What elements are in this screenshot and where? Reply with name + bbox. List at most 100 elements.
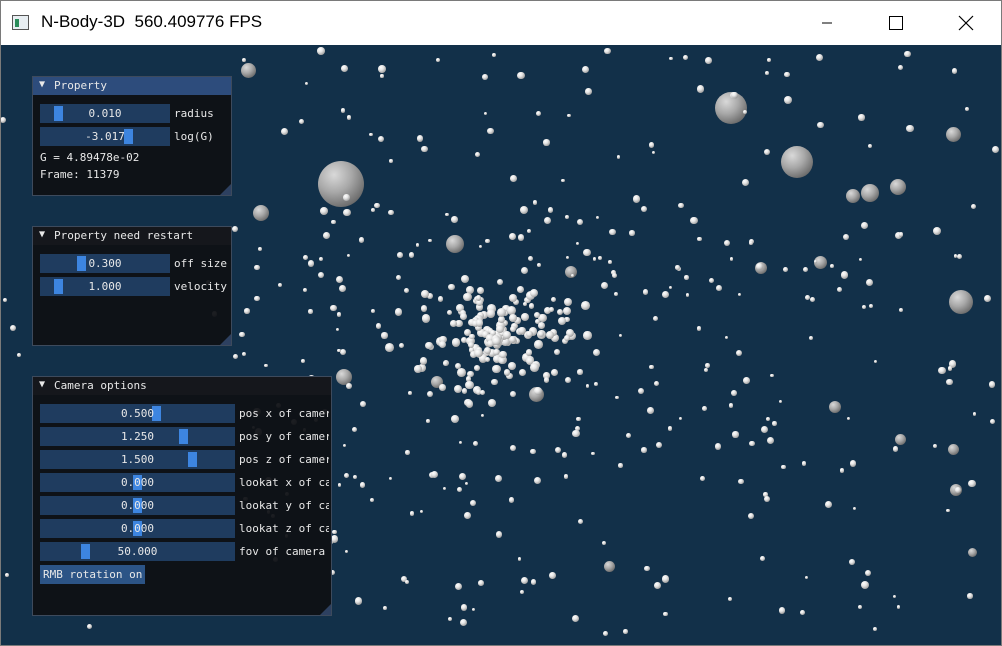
particle (906, 124, 914, 133)
particle (801, 461, 807, 466)
particle (565, 377, 572, 384)
pos-z-slider[interactable]: 1.500 (40, 450, 235, 469)
lookat-y-slider[interactable]: 0.000 (40, 496, 235, 515)
particle (475, 324, 483, 331)
particle (616, 155, 620, 159)
particle (895, 231, 903, 239)
particle (454, 319, 463, 328)
off-size-slider[interactable]: 0.300 (40, 254, 170, 273)
particle (409, 510, 415, 516)
triangle-down-icon[interactable]: ▼ (39, 79, 46, 90)
particle (339, 349, 346, 355)
particle (534, 311, 541, 318)
particle (521, 267, 529, 275)
particle (763, 492, 768, 497)
particle (613, 291, 619, 296)
particle (842, 233, 849, 240)
particle (813, 255, 827, 269)
slider-grab[interactable] (179, 429, 188, 444)
slider-value: 1.500 (120, 453, 155, 466)
triangle-down-icon[interactable]: ▼ (39, 229, 46, 240)
slider-grab[interactable] (54, 106, 63, 121)
frame-counter-text: Frame: 11379 (40, 168, 120, 181)
particle (779, 399, 783, 403)
slider-grab[interactable] (54, 279, 63, 294)
particle (496, 531, 503, 538)
particle (759, 556, 765, 562)
slider-grab[interactable] (81, 544, 90, 559)
particle (466, 336, 475, 345)
velocity-slider[interactable]: 1.000 (40, 277, 170, 296)
slider-grab[interactable] (133, 521, 142, 536)
particle (543, 216, 551, 224)
particle (829, 401, 841, 413)
fov-slider[interactable]: 50.000 (40, 542, 235, 561)
particle (332, 529, 338, 535)
particle (463, 328, 471, 336)
particle (534, 318, 540, 324)
pos-x-slider[interactable]: 0.500 (40, 404, 235, 423)
triangle-down-icon[interactable]: ▼ (39, 379, 46, 390)
particle (421, 145, 428, 153)
log-g-slider[interactable]: -3.017 (40, 127, 170, 146)
property-panel-header[interactable]: ▼ Property (33, 77, 231, 95)
close-button[interactable] (943, 1, 989, 45)
pos-y-slider[interactable]: 1.250 (40, 427, 235, 446)
slider-grab[interactable] (152, 406, 161, 421)
particle (849, 559, 855, 565)
particle (608, 260, 612, 264)
particle (567, 113, 571, 118)
particle (369, 498, 375, 503)
particle (301, 359, 305, 363)
particle (932, 227, 941, 236)
particle (351, 427, 357, 433)
particle (945, 126, 961, 142)
particle (343, 193, 350, 201)
particle (897, 64, 904, 71)
slider-grab[interactable] (133, 498, 142, 513)
particle (576, 416, 581, 421)
rmb-rotation-button[interactable]: RMB rotation on (40, 565, 146, 584)
particle (384, 342, 394, 352)
particle (318, 257, 323, 262)
particle (264, 363, 268, 367)
particle (533, 477, 541, 485)
particle (419, 510, 423, 514)
radius-slider[interactable]: 0.010 (40, 104, 170, 123)
lookat-x-slider[interactable]: 0.000 (40, 473, 235, 492)
particle (509, 294, 518, 303)
maximize-button[interactable] (873, 1, 919, 45)
particle (947, 443, 959, 455)
slider-grab[interactable] (133, 475, 142, 490)
slider-label: velocity (174, 280, 227, 293)
particle (474, 365, 481, 371)
slider-grab[interactable] (188, 452, 197, 467)
particle (696, 326, 702, 331)
particle (596, 215, 600, 219)
particle (476, 298, 483, 306)
slider-grab[interactable] (77, 256, 86, 271)
restart-panel-header[interactable]: ▼ Property need restart (33, 227, 231, 245)
slider-grab[interactable] (124, 129, 133, 144)
particle (554, 446, 562, 453)
lookat-z-slider[interactable]: 0.000 (40, 519, 235, 538)
title-bar[interactable]: N-Body-3D 560.409776 FPS (1, 1, 1001, 45)
particle (781, 464, 786, 470)
particle (550, 296, 557, 303)
particle (359, 482, 365, 488)
particle (437, 296, 444, 302)
resize-grip[interactable] (320, 604, 331, 615)
particle (899, 308, 903, 312)
particle (474, 348, 483, 358)
particle (576, 218, 583, 226)
particle (530, 579, 537, 585)
resize-grip[interactable] (220, 184, 231, 195)
particle (498, 316, 505, 324)
resize-grip[interactable] (220, 334, 231, 345)
particle (443, 487, 447, 491)
particle (358, 237, 365, 243)
minimize-button[interactable] (804, 1, 850, 45)
particle (697, 236, 702, 242)
particle (781, 146, 813, 178)
camera-panel-header[interactable]: ▼ Camera options (33, 377, 331, 395)
